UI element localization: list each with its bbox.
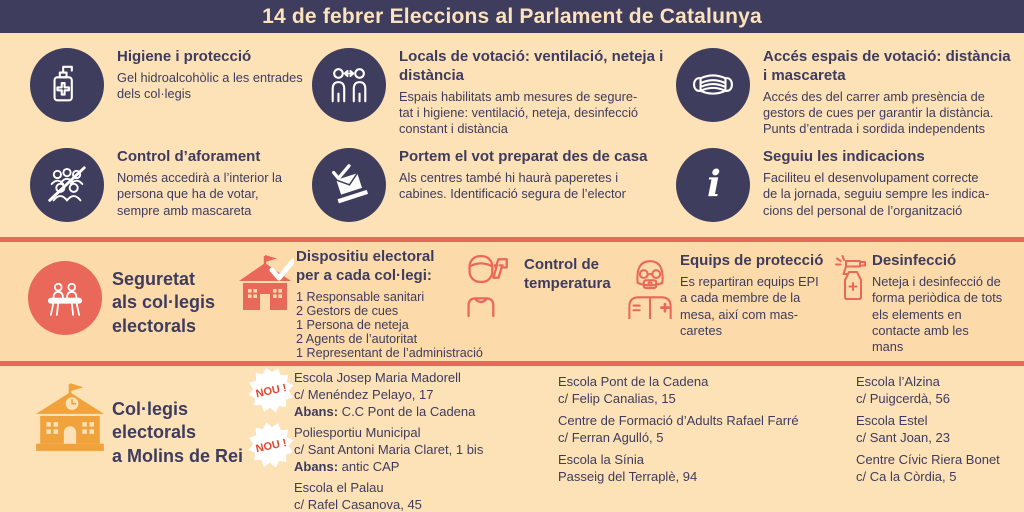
measure-hygiene: Higiene i protecció Gel hidroalcohòlic a…: [30, 48, 320, 122]
polling-station-entry: Poliesportiu Municipal c/ Sant Antoni Ma…: [294, 425, 483, 476]
station-address: c/ Menéndez Pelayo, 17: [294, 386, 434, 402]
polling-station-entry: Escola la Sínia Passeig del Terraplè, 94: [558, 452, 697, 486]
disinfection-group: Desinfecció Neteja i desinfecció de form…: [872, 252, 1022, 356]
group-title: Desinfecció: [872, 252, 957, 269]
protection-equipment-group: Equips de protecció Es repartiran equips…: [680, 252, 842, 339]
station-address: c/ Rafel Casanova, 45: [294, 496, 422, 512]
station-address: Passeig del Terraplè, 94: [558, 468, 698, 484]
polling-station-entry: Centre de Formació d’Adults Rafael Farré…: [558, 413, 799, 447]
station-name: Escola l’Alzina: [856, 374, 940, 389]
svg-text:i: i: [707, 163, 721, 206]
covid-measures-section: Higiene i protecció Gel hidroalcohòlic a…: [0, 33, 1024, 237]
station-name: Escola el Palau: [294, 480, 384, 495]
group-title: Control de temperatura: [524, 256, 611, 292]
electoral-staff-group: Dispositiu electoral per a cada col·legi…: [296, 248, 516, 360]
station-name: Escola la Sínia: [558, 452, 644, 467]
group-body: Es repartiran equips EPI a cada membre d…: [680, 273, 819, 338]
section-divider: [0, 361, 1024, 366]
station-address: c/ Ferran Agulló, 5: [558, 429, 664, 445]
poll-workers-table-icon: [28, 261, 102, 335]
spray-bottle-icon: [834, 254, 874, 307]
measure-body: Accés des del carrer amb presència de ge…: [763, 88, 994, 137]
measure-title: Locals de votació: ventilació, neteja i …: [399, 48, 664, 84]
polling-station-entry: Centre Cívic Riera Bonet c/ Ca la Còrdia…: [856, 452, 1000, 486]
measure-venues: Locals de votació: ventilació, neteja i …: [312, 48, 664, 138]
security-section: Seguretat als col·legis electorals Dispo…: [0, 242, 1024, 361]
group-title: Dispositiu electoral per a cada col·legi…: [296, 248, 435, 284]
polling-station-entry: Escola l’Alzina c/ Puigcerdà, 56: [856, 374, 950, 408]
station-name: Centre de Formació d’Adults Rafael Farré: [558, 413, 799, 428]
station-address: c/ Sant Antoni Maria Claret, 1 bis: [294, 441, 484, 457]
title-bar: 14 de febrer Eleccions al Parlament de C…: [0, 0, 1024, 33]
sanitizer-icon: [30, 48, 104, 122]
measure-access: Accés espais de votació: distància i mas…: [676, 48, 1021, 138]
station-formerly: Abans: C.C Pont de la Cadena: [294, 403, 476, 419]
measure-ballot: Portem el vot preparat des de casa Als c…: [312, 148, 664, 222]
measure-body: Gel hidroalcohòlic a les entrades dels c…: [117, 69, 303, 102]
measure-title: Portem el vot preparat des de casa: [399, 148, 648, 165]
measure-instructions: i Seguiu les indicacions Faciliteu el de…: [676, 148, 1021, 222]
measure-title: Higiene i protecció: [117, 48, 252, 65]
polling-station-entry: Escola el Palau c/ Rafel Casanova, 45: [294, 480, 422, 512]
page-title: 14 de febrer Eleccions al Parlament de C…: [262, 4, 762, 28]
group-title: Equips de protecció: [680, 252, 824, 269]
station-name: Poliesportiu Municipal: [294, 425, 421, 440]
station-address: c/ Puigcerdà, 56: [856, 390, 950, 406]
new-badge-icon: NOU !: [244, 418, 299, 473]
station-address: c/ Felip Canalias, 15: [558, 390, 676, 406]
ppe-suit-icon: [622, 255, 678, 324]
measure-body: Espais habilitats amb mesures de segure-…: [399, 88, 639, 137]
info-icon: i: [676, 148, 750, 222]
school-check-icon: [236, 254, 296, 315]
face-mask-icon: [676, 48, 750, 122]
measure-title: Accés espais de votació: distància i mas…: [763, 48, 1011, 84]
measure-body: Faciliteu el desenvolupament correcte de…: [763, 169, 990, 218]
measure-title: Control d’aforament: [117, 148, 261, 165]
section-divider: [0, 237, 1024, 242]
group-body: Neteja i desinfecció de forma periòdica …: [872, 273, 1003, 355]
polling-stations-label: Col·legis electorals a Molins de Rei: [112, 399, 244, 466]
station-name: Centre Cívic Riera Bonet: [856, 452, 1000, 467]
crowd-limit-icon: [30, 148, 104, 222]
social-distance-icon: [312, 48, 386, 122]
polling-stations-section: Col·legis electorals a Molins de Rei NOU…: [0, 366, 1024, 512]
station-formerly: Abans: antic CAP: [294, 458, 400, 474]
temperature-check-icon: [452, 252, 514, 323]
polling-station-entry: Escola Josep Maria Madorell c/ Menéndez …: [294, 370, 475, 421]
polling-station-entry: Escola Estel c/ Sant Joan, 23: [856, 413, 950, 447]
group-body: 1 Responsable sanitari 2 Gestors de cues…: [296, 289, 483, 360]
ballot-envelope-icon: [312, 148, 386, 222]
school-building-icon: [32, 382, 108, 457]
station-address: c/ Ca la Còrdia, 5: [856, 468, 957, 484]
new-badge-icon: NOU !: [244, 363, 299, 418]
measure-body: Als centres també hi haurà paperetes i c…: [399, 169, 626, 202]
measure-body: Només accedirà a l’interior la persona q…: [117, 169, 283, 218]
station-name: Escola Josep Maria Madorell: [294, 370, 461, 385]
station-name: Escola Pont de la Cadena: [558, 374, 709, 389]
measure-capacity: Control d’aforament Només accedirà a l’i…: [30, 148, 320, 222]
polling-station-entry: Escola Pont de la Cadena c/ Felip Canali…: [558, 374, 708, 408]
measure-title: Seguiu les indicacions: [763, 148, 925, 165]
station-name: Escola Estel: [856, 413, 928, 428]
station-address: c/ Sant Joan, 23: [856, 429, 950, 445]
security-label: Seguretat als col·legis electorals: [112, 269, 216, 336]
